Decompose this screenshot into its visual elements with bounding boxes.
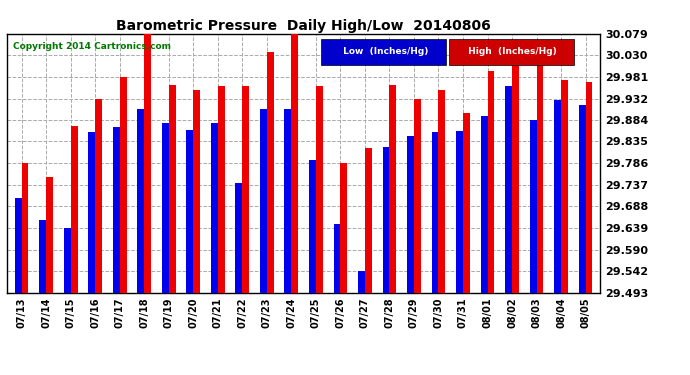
Bar <box>260 109 267 292</box>
Text: High  (Inches/Hg): High (Inches/Hg) <box>466 47 557 56</box>
Bar <box>235 183 242 292</box>
Title: Barometric Pressure  Daily High/Low  20140806: Barometric Pressure Daily High/Low 20140… <box>116 19 491 33</box>
Bar <box>512 43 519 292</box>
Bar <box>586 82 593 292</box>
Bar <box>463 113 470 292</box>
Bar <box>211 123 218 292</box>
Bar <box>481 116 488 292</box>
Bar <box>309 160 316 292</box>
Bar <box>382 147 389 292</box>
Bar <box>537 65 544 292</box>
Text: Copyright 2014 Cartronics.com: Copyright 2014 Cartronics.com <box>13 42 171 51</box>
Bar <box>119 77 126 292</box>
Bar <box>95 99 102 292</box>
Bar <box>414 99 421 292</box>
Bar <box>284 109 291 292</box>
Bar <box>291 34 298 292</box>
Bar <box>389 84 396 292</box>
Bar <box>39 220 46 292</box>
Bar <box>186 130 193 292</box>
Bar <box>162 123 169 292</box>
FancyBboxPatch shape <box>449 39 573 65</box>
Bar <box>333 224 340 292</box>
Bar <box>144 34 151 292</box>
Bar <box>432 132 438 292</box>
Bar <box>488 71 494 292</box>
Bar <box>169 85 175 292</box>
Bar <box>242 86 249 292</box>
Bar <box>407 136 414 292</box>
Bar <box>438 90 445 292</box>
Bar <box>561 80 568 292</box>
Bar <box>63 228 70 292</box>
Bar <box>267 52 274 292</box>
Bar <box>113 127 119 292</box>
Bar <box>340 163 347 292</box>
Bar <box>88 132 95 292</box>
Bar <box>193 90 200 292</box>
Bar <box>70 126 77 292</box>
Bar <box>554 99 561 292</box>
Bar <box>218 86 225 292</box>
Bar <box>21 163 28 292</box>
FancyBboxPatch shape <box>322 39 446 65</box>
Text: Low  (Inches/Hg): Low (Inches/Hg) <box>339 47 428 56</box>
Bar <box>505 86 512 292</box>
Bar <box>358 271 365 292</box>
Bar <box>316 86 323 292</box>
Bar <box>46 177 53 292</box>
Bar <box>14 198 21 292</box>
Bar <box>456 131 463 292</box>
Bar <box>579 105 586 292</box>
Bar <box>137 109 144 292</box>
Bar <box>365 148 372 292</box>
Bar <box>530 120 537 292</box>
